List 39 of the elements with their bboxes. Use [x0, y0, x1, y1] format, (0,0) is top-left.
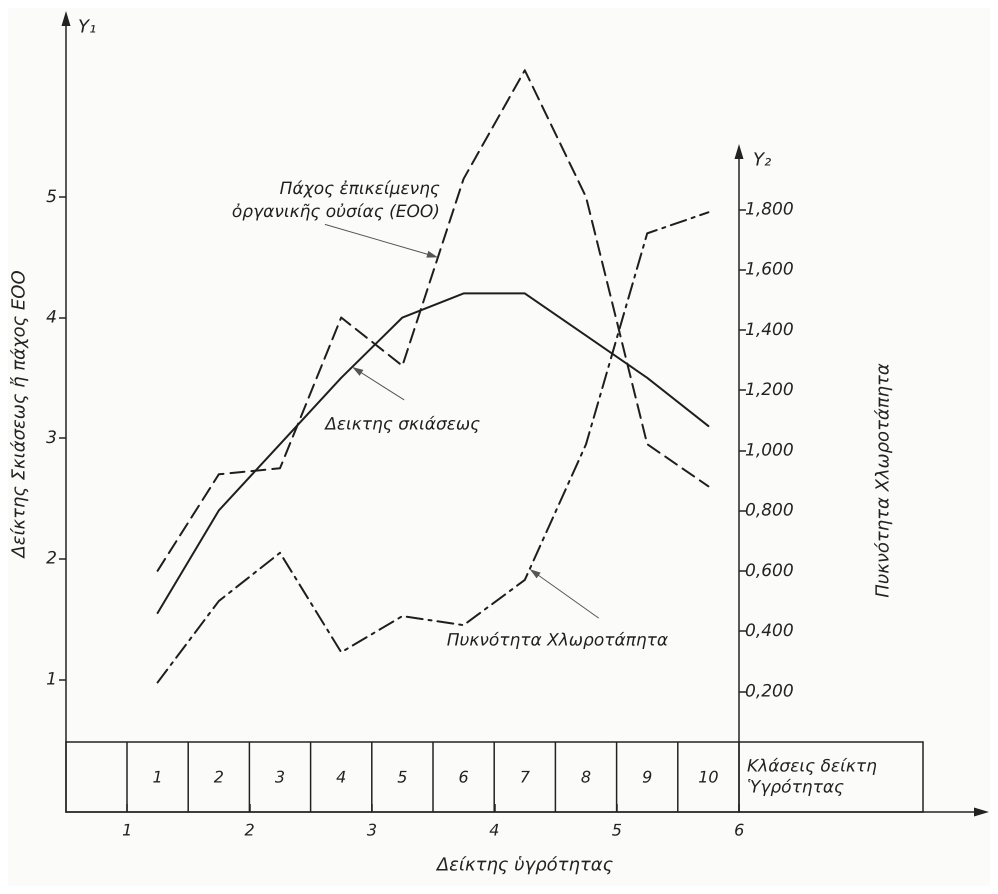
x-tick-label: 8: [580, 768, 592, 786]
x-tick-label: 7: [520, 768, 531, 786]
text: Y₂: [753, 150, 772, 170]
y-tick-label: 1: [46, 669, 57, 690]
x2-tick-label: 3: [366, 820, 378, 840]
y2-tick-label: 0,600: [745, 560, 794, 581]
y2-tick-label: 1,000: [745, 440, 794, 460]
x-tick-label: 10: [698, 768, 719, 786]
x-axis-title: Κλάσεις δείκτη Ὑγρότητας: [747, 756, 878, 798]
y2-tick-label: 0,800: [745, 500, 794, 521]
y-tick-label: 2: [46, 548, 57, 569]
x-tick-label: 1: [152, 768, 163, 786]
y2-tick-label: 1,400: [745, 320, 794, 340]
y-axis-title: Δείκτης Σκιάσεως ἤ πάχος ΕΟΟ: [8, 270, 30, 560]
x-tick-label: 5: [397, 768, 408, 786]
x-tick-label: 6: [458, 768, 469, 786]
y2-tick-label: 0,200: [745, 681, 794, 702]
y-tick-label: 4: [46, 308, 57, 328]
y2-tick-label: 1,600: [745, 260, 794, 280]
x2-tick-label: 5: [612, 820, 622, 840]
x-tick-label: 4: [336, 768, 346, 786]
series-label: Πάχος ἐπικείμενης ὀργανικῆς οὐσίας (ΕΟΟ): [232, 178, 440, 222]
y2-axis-title: Πυκνότητα Χλωροτάπητα: [872, 363, 894, 598]
y-tick-label: 5: [46, 186, 57, 207]
y2-tick-label: 0,400: [745, 621, 794, 642]
x-tick-label: 2: [214, 768, 224, 786]
y-tick-label: 3: [46, 428, 57, 448]
x2-tick-label: 4: [489, 820, 500, 840]
x-tick-label: 9: [642, 768, 652, 786]
x2-tick-label: 1: [122, 820, 132, 840]
x2-axis-title: Δείκτης ὑγρότητας: [434, 854, 614, 876]
y2-tick-label: 1,200: [745, 380, 794, 400]
text: Y₁: [78, 16, 96, 38]
series-label: Δεικτης σκιάσεως: [323, 414, 480, 434]
y2-tick-label: 1,800: [745, 199, 794, 220]
series-label: Πυκνότητα Χλωροτάπητα: [446, 630, 668, 651]
x2-tick-label: 2: [244, 820, 255, 840]
x2-tick-label: 6: [734, 820, 744, 840]
x-tick-label: 3: [274, 768, 286, 786]
